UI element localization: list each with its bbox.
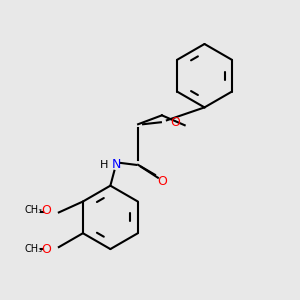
Text: CH₃: CH₃ — [24, 244, 42, 254]
Text: O: O — [41, 204, 51, 217]
Text: O: O — [157, 175, 167, 188]
Text: O: O — [170, 116, 180, 129]
Text: N: N — [112, 158, 121, 171]
Text: H: H — [100, 160, 108, 170]
Text: O: O — [41, 243, 51, 256]
Text: CH₃: CH₃ — [24, 206, 42, 215]
